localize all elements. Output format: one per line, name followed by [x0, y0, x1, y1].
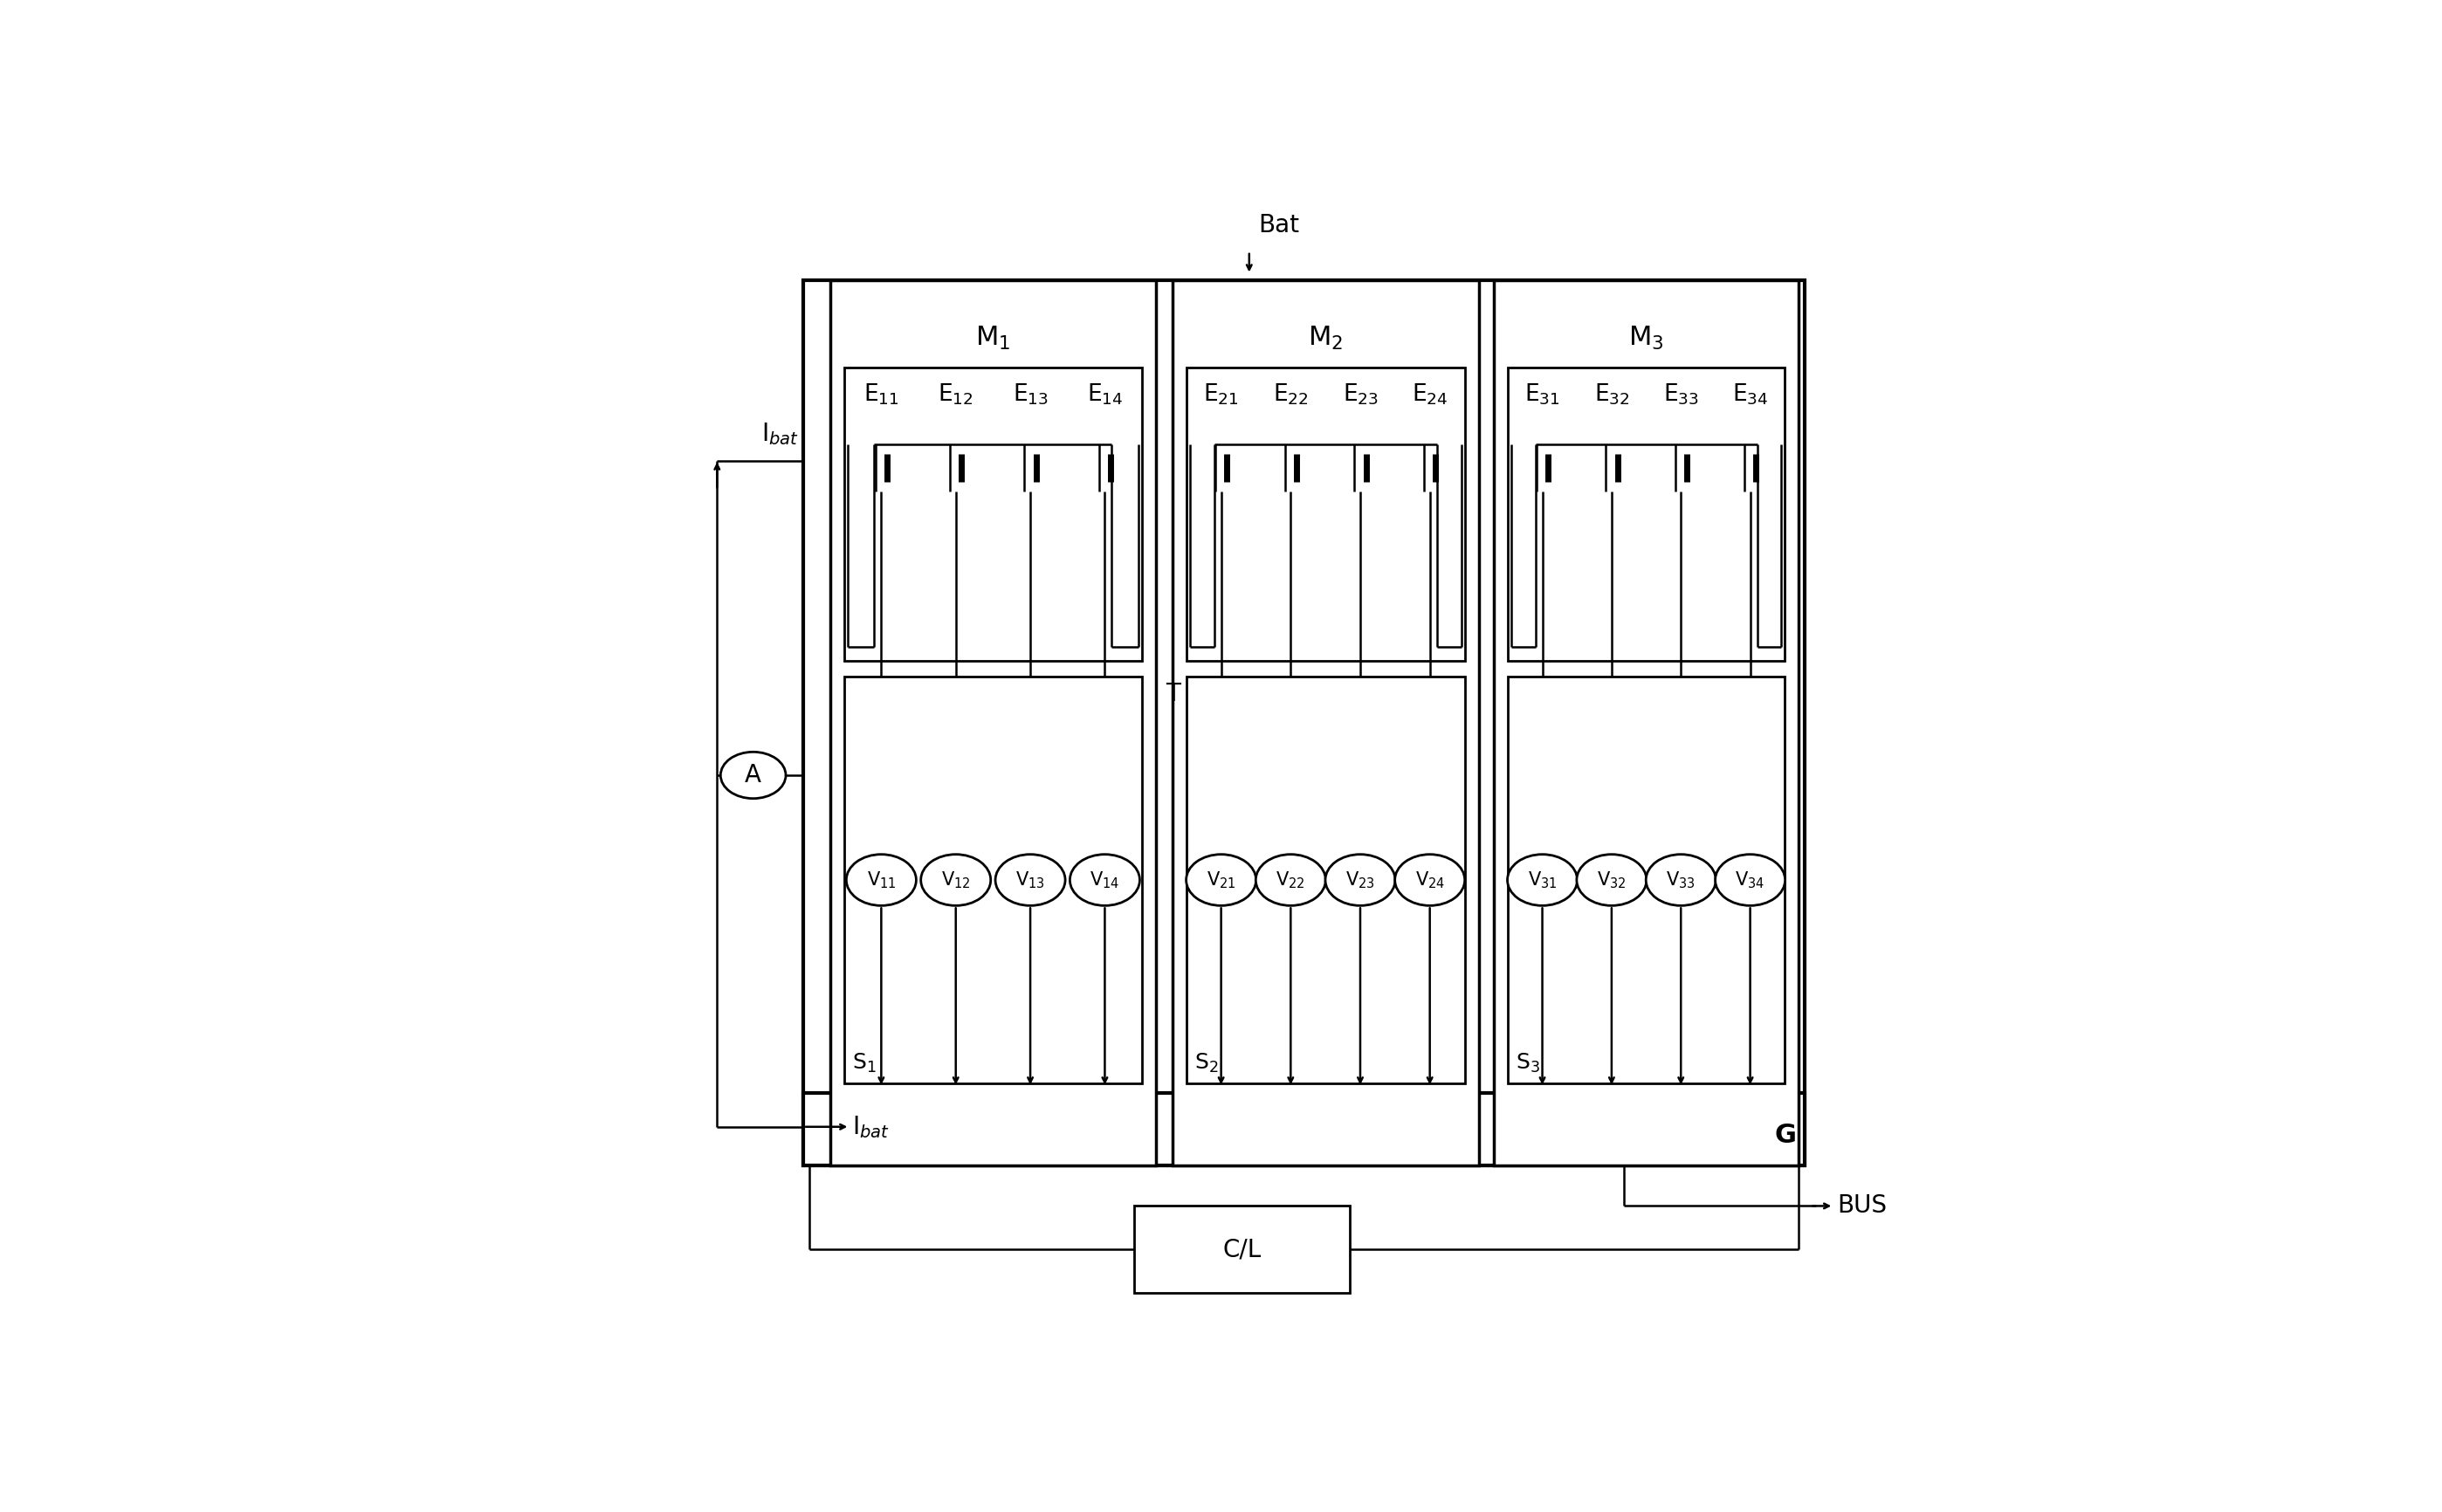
- Bar: [1507, 676, 1785, 1084]
- Text: E$_{24}$: E$_{24}$: [1411, 381, 1448, 407]
- Ellipse shape: [1646, 854, 1717, 906]
- Text: V$_{12}$: V$_{12}$: [940, 869, 969, 891]
- Text: E$_{33}$: E$_{33}$: [1663, 381, 1700, 407]
- Text: V$_{21}$: V$_{21}$: [1206, 869, 1236, 891]
- Text: E$_{13}$: E$_{13}$: [1013, 381, 1048, 407]
- Text: S$_1$: S$_1$: [852, 1051, 877, 1075]
- Ellipse shape: [1394, 854, 1465, 906]
- Bar: [1507, 367, 1785, 661]
- Ellipse shape: [1578, 854, 1646, 906]
- Ellipse shape: [1255, 854, 1326, 906]
- Text: V$_{13}$: V$_{13}$: [1016, 869, 1045, 891]
- Text: I$_{bat}$: I$_{bat}$: [852, 1114, 889, 1140]
- Text: V$_{31}$: V$_{31}$: [1529, 869, 1558, 891]
- Text: C/L: C/L: [1223, 1237, 1263, 1263]
- Text: I$_{bat}$: I$_{bat}$: [762, 420, 799, 448]
- Bar: [1172, 280, 1477, 1166]
- Ellipse shape: [1326, 854, 1394, 906]
- Ellipse shape: [996, 854, 1065, 906]
- Text: E$_{22}$: E$_{22}$: [1272, 381, 1309, 407]
- Ellipse shape: [720, 751, 786, 798]
- Text: V$_{11}$: V$_{11}$: [867, 869, 896, 891]
- Text: BUS: BUS: [1836, 1194, 1888, 1219]
- Bar: [845, 367, 1143, 661]
- Bar: [1187, 676, 1465, 1084]
- Text: A: A: [745, 764, 762, 788]
- Text: V$_{32}$: V$_{32}$: [1597, 869, 1626, 891]
- Bar: [803, 1093, 1805, 1166]
- Text: M$_3$: M$_3$: [1629, 325, 1663, 352]
- Text: G: G: [1775, 1122, 1797, 1148]
- Ellipse shape: [1070, 854, 1140, 906]
- Text: E$_{31}$: E$_{31}$: [1524, 381, 1560, 407]
- Text: E$_{21}$: E$_{21}$: [1204, 381, 1238, 407]
- Ellipse shape: [1507, 854, 1578, 906]
- Text: E$_{32}$: E$_{32}$: [1595, 381, 1629, 407]
- Bar: [803, 280, 1805, 1166]
- Text: E$_{11}$: E$_{11}$: [864, 381, 899, 407]
- Text: V$_{34}$: V$_{34}$: [1736, 869, 1766, 891]
- Ellipse shape: [921, 854, 991, 906]
- Text: V$_{23}$: V$_{23}$: [1346, 869, 1375, 891]
- Text: S$_3$: S$_3$: [1516, 1051, 1541, 1075]
- Text: M$_1$: M$_1$: [974, 325, 1011, 352]
- Text: V$_{24}$: V$_{24}$: [1414, 869, 1446, 891]
- Text: E$_{23}$: E$_{23}$: [1343, 381, 1377, 407]
- Text: T: T: [1165, 682, 1179, 706]
- Text: V$_{14}$: V$_{14}$: [1089, 869, 1121, 891]
- Text: E$_{34}$: E$_{34}$: [1731, 381, 1768, 407]
- Text: V$_{22}$: V$_{22}$: [1277, 869, 1306, 891]
- Bar: [1187, 367, 1465, 661]
- Bar: [845, 676, 1143, 1084]
- Text: E$_{14}$: E$_{14}$: [1087, 381, 1123, 407]
- Bar: [830, 280, 1155, 1166]
- Ellipse shape: [1714, 854, 1785, 906]
- Text: M$_2$: M$_2$: [1309, 325, 1343, 352]
- Text: E$_{12}$: E$_{12}$: [938, 381, 974, 407]
- Bar: [1136, 1207, 1350, 1293]
- Text: V$_{33}$: V$_{33}$: [1665, 869, 1695, 891]
- Text: S$_2$: S$_2$: [1194, 1051, 1219, 1075]
- Text: Bat: Bat: [1258, 213, 1299, 237]
- Bar: [1495, 280, 1800, 1166]
- Ellipse shape: [847, 854, 916, 906]
- Ellipse shape: [1187, 854, 1255, 906]
